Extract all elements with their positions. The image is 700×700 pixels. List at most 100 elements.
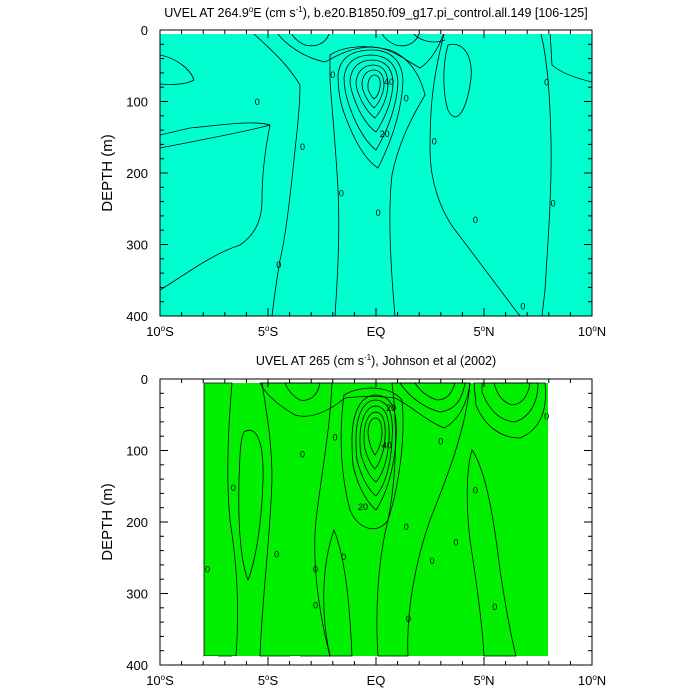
contour-label: 0: [255, 97, 260, 107]
panel-1-undercurrent-core: [337, 49, 404, 169]
panel-1-region-neg2-b: [379, 30, 421, 47]
contour-label: 0: [453, 538, 458, 548]
panel-1-core-pos4: [343, 54, 399, 151]
contour-label: 0: [313, 565, 318, 575]
panel-2-ylabel: DEPTH (m): [99, 483, 116, 561]
x-tick-label: 10oN: [578, 324, 606, 339]
x-tick-label: 5oS: [258, 324, 279, 339]
y-tick-label: 200: [126, 166, 148, 181]
panel-2-region-right-jet-pos3: [473, 382, 546, 439]
contour-label: 0: [544, 412, 549, 422]
contour-label: 0: [432, 136, 437, 146]
panel-2-region-zero-d: [466, 449, 517, 657]
panel-2-region-pos2-core: [340, 387, 404, 530]
x-tick-label: 10oN: [578, 673, 606, 688]
contour-label: 0: [473, 215, 478, 225]
x-tick-label: EQ: [367, 324, 386, 339]
panel-1-title: UVEL AT 264.9oE (cm s-1), b.e20.B1850.f0…: [164, 5, 587, 20]
contour-label: 20: [386, 403, 396, 413]
panel-2-region-neg3: [414, 382, 456, 401]
contour-label: 0: [341, 552, 346, 562]
panel-2-undercurrent-core: [351, 394, 397, 511]
contour-label: 20: [380, 129, 390, 139]
y-tick-label: 100: [126, 95, 148, 110]
panel-2-region-zero-a: [203, 382, 238, 657]
y-tick-label: 0: [141, 23, 148, 38]
contour-label: 0: [438, 437, 443, 447]
contour-label: 0: [492, 602, 497, 612]
contour-label: 0: [551, 199, 556, 209]
panel-1-contour-line-a: [160, 124, 271, 149]
x-tick-label: 10oS: [146, 673, 174, 688]
panel-1-core-pos5: [349, 59, 394, 133]
panel-1-region-neg2-a: [289, 30, 331, 47]
y-tick-label: 400: [126, 309, 148, 324]
contour-label: 0: [313, 600, 318, 610]
panel-1-region-pos1-right: [429, 30, 552, 316]
contour-label: 0: [404, 93, 409, 103]
x-tick-label: 5oN: [473, 324, 494, 339]
y-tick-label: 100: [126, 444, 148, 459]
panel-2-region-right-jet-pos5: [493, 382, 531, 406]
x-tick-label: 5oN: [473, 673, 494, 688]
contour-label: 0: [276, 260, 281, 270]
x-tick-label: 5oS: [258, 673, 279, 688]
panel-2-core-pos3: [351, 394, 397, 511]
contour-label: 0: [231, 483, 236, 493]
contour-label: 0: [473, 485, 478, 495]
y-tick-label: 400: [126, 658, 148, 673]
contour-label: 40: [382, 440, 392, 450]
panel-2-field: [160, 379, 592, 665]
panel-1-core-pos7: [361, 69, 385, 109]
panel-1-region-neg1: [274, 30, 446, 69]
contour-label: 0: [430, 556, 435, 566]
panel-2-region-zero-e: [323, 528, 353, 657]
panel-1-region-pos2-left: [160, 54, 195, 85]
panel-1-core-pos8: [367, 74, 381, 100]
panel-2-region-neg2-b: [399, 382, 466, 413]
panel-2-region-neg1: [259, 382, 471, 429]
y-tick-label: 300: [126, 587, 148, 602]
contour-label: 20: [358, 502, 368, 512]
panel-2: UVEL AT 265 (cm s-1), Johnson et al (200…: [99, 353, 606, 688]
panel-2-core-pos5: [359, 405, 390, 483]
panel-1-region-pos1-left: [160, 30, 301, 316]
contour-label: 0: [274, 550, 279, 560]
y-tick-label: 200: [126, 515, 148, 530]
contour-label: 0: [404, 522, 409, 532]
panel-2-core-pos4: [355, 399, 393, 497]
contour-label: 0: [520, 301, 525, 311]
contour-label: 0: [300, 450, 305, 460]
panel-2-core-pos6: [363, 411, 386, 470]
x-tick-label: EQ: [367, 673, 386, 688]
panel-1-core-pos3: [337, 49, 404, 169]
panel-1-region-pos2-right: [443, 43, 472, 118]
contour-label: 0: [332, 432, 337, 442]
panel-1-background-fill: [160, 30, 592, 316]
y-tick-label: 300: [126, 238, 148, 253]
panel-2-contour-labels: 0 0 0 0 0 0 0 0 0 0 0 0 0 0 0 0 20 20 40: [205, 403, 549, 624]
contour-label: 40: [384, 77, 394, 87]
contour-label: 0: [376, 208, 381, 218]
panel-2-core-pos7: [367, 417, 383, 456]
panel-1-region-pos1-core: [329, 46, 426, 316]
panel-1-contour-labels: 0 0 0 0 0 0 0 0 0 0 0 0 20 40: [255, 70, 556, 312]
contour-label: 0: [205, 565, 210, 575]
contour-label: 0: [300, 142, 305, 152]
x-tick-label: 10oS: [146, 324, 174, 339]
panel-2-region-neg2-a: [284, 382, 321, 401]
panel-1-field: [160, 30, 592, 316]
contour-label: 0: [339, 189, 344, 199]
panel-1-core-pos6: [355, 64, 389, 119]
contour-label: 0: [406, 614, 411, 624]
panel-2-region-right-jet-pos4: [481, 382, 539, 423]
contour-label: 0: [544, 78, 549, 88]
y-tick-label: 0: [141, 372, 148, 387]
panel-2-region-zero-c: [376, 382, 471, 657]
panel-2-base-fill: [204, 383, 548, 656]
contour-label: 0: [330, 70, 335, 80]
panel-1-ylabel: DEPTH (m): [99, 134, 116, 212]
